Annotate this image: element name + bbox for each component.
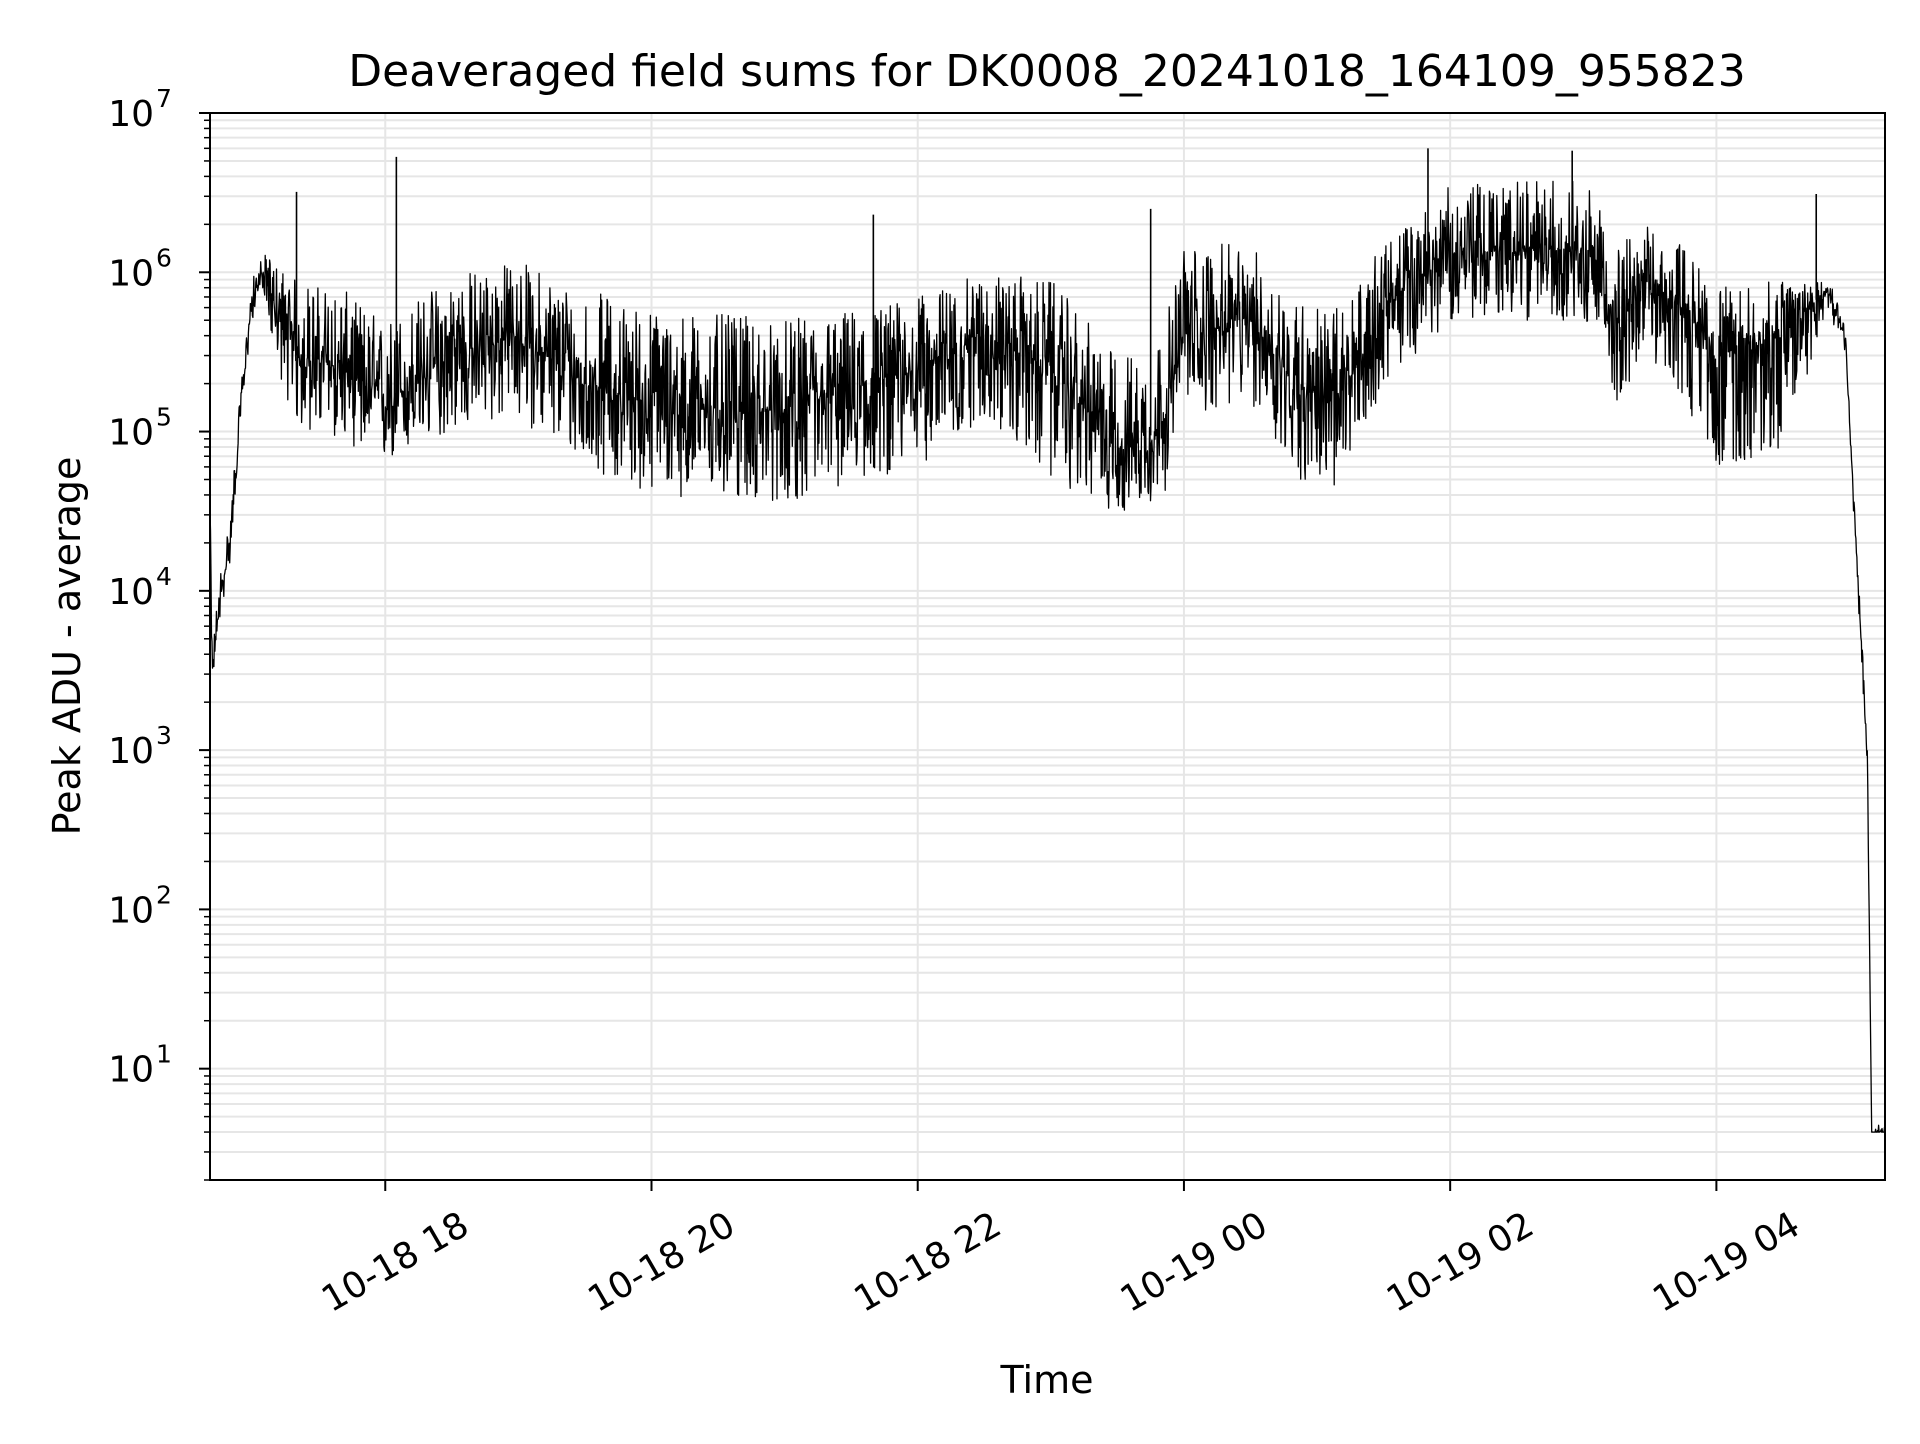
y-tick-exponent: 4 (156, 562, 172, 591)
y-tick-label: 10 (108, 413, 154, 454)
y-tick-label: 10 (108, 94, 154, 135)
x-axis-label: Time (1000, 1358, 1094, 1402)
y-tick-exponent: 1 (156, 1040, 172, 1069)
y-tick-exponent: 7 (156, 84, 172, 113)
series-layer (209, 148, 1886, 1133)
y-tick-label: 10 (108, 731, 154, 772)
y-tick-label: 10 (108, 890, 154, 931)
chart-title: Deaveraged field sums for DK0008_2024101… (348, 46, 1746, 97)
plot-frame (209, 112, 1886, 1181)
y-tick-label: 10 (108, 572, 154, 613)
y-tick-exponent: 6 (156, 243, 172, 272)
y-tick-label: 10 (108, 253, 154, 294)
y-tick-exponent: 3 (156, 721, 172, 750)
y-axis-label: Peak ADU - average (45, 457, 89, 836)
y-tick-label: 10 (108, 1050, 154, 1091)
series-line (209, 180, 1886, 1133)
y-tick-exponent: 2 (156, 880, 172, 909)
y-tick-exponent: 5 (156, 403, 172, 432)
